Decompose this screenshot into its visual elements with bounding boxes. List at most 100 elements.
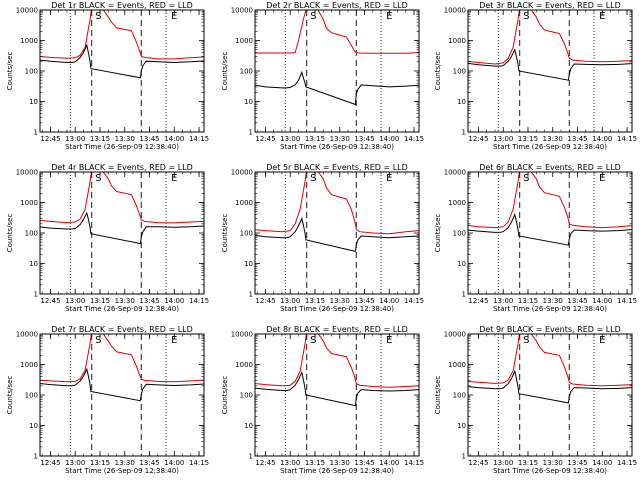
x-tick-label: 13:15: [518, 297, 538, 305]
red-series-line: [40, 334, 204, 383]
x-tick-label: 13:30: [330, 459, 350, 467]
x-tick-label: 14:00: [592, 135, 612, 143]
x-tick-label: 14:15: [617, 459, 637, 467]
red-series-line: [40, 10, 204, 60]
black-series-line: [255, 216, 419, 253]
y-tick-label: 1000: [20, 37, 38, 45]
black-series-line: [40, 211, 204, 245]
y-tick-label: 1: [34, 453, 38, 461]
x-tick-label: 13:00: [280, 297, 300, 305]
x-tick-label: 13:15: [518, 135, 538, 143]
x-tick-label: 13:30: [115, 459, 135, 467]
x-tick-label: 12:45: [255, 135, 275, 143]
chart-title: Det 1r BLACK = Events, RED = LLD: [51, 1, 193, 10]
y-tick-label: 100: [25, 392, 38, 400]
y-tick-label: 10: [29, 422, 38, 430]
red-series-line: [468, 172, 632, 229]
x-tick-label: 13:15: [305, 135, 325, 143]
y-tick-label: 100: [25, 230, 38, 238]
y-tick-label: 10: [29, 260, 38, 268]
y-tick-label: 10: [244, 98, 253, 106]
x-tick-label: 13:45: [567, 297, 587, 305]
marker-e: E: [171, 173, 177, 184]
x-tick-label: 13:45: [354, 135, 374, 143]
x-tick-label: 13:45: [354, 297, 374, 305]
x-axis-label: Start Time (26-Sep-09 12:38:40): [493, 143, 607, 151]
marker-e: E: [386, 11, 392, 22]
marker-e: E: [599, 335, 605, 346]
black-series-line: [40, 43, 204, 79]
x-tick-label: 13:45: [139, 135, 159, 143]
x-tick-label: 14:00: [164, 459, 184, 467]
y-tick-label: 10000: [231, 7, 253, 15]
x-tick-label: 13:00: [493, 459, 513, 467]
x-tick-label: 14:15: [617, 135, 637, 143]
marker-s: S: [95, 173, 101, 184]
y-tick-label: 1: [462, 453, 466, 461]
y-tick-label: 10000: [16, 169, 38, 177]
marker-s: S: [523, 11, 529, 22]
x-axis-label: Start Time (26-Sep-09 12:38:40): [65, 305, 179, 313]
x-tick-label: 12:45: [468, 135, 488, 143]
x-tick-label: 13:45: [139, 297, 159, 305]
marker-s: S: [523, 173, 529, 184]
marker-s: S: [95, 11, 101, 22]
x-tick-label: 13:00: [65, 135, 85, 143]
red-series-line: [468, 10, 632, 65]
x-tick-label: 13:45: [354, 459, 374, 467]
y-tick-label: 1: [462, 291, 466, 299]
marker-s: S: [523, 335, 529, 346]
x-tick-label: 14:00: [164, 135, 184, 143]
chart-title: Det 2r BLACK = Events, RED = LLD: [266, 1, 408, 10]
chart-title: Det 9r BLACK = Events, RED = LLD: [479, 325, 621, 334]
y-axis-label: Counts/sec: [221, 52, 229, 91]
marker-s: S: [310, 11, 316, 22]
x-tick-label: 12:45: [255, 459, 275, 467]
x-tick-label: 13:00: [65, 459, 85, 467]
y-tick-label: 1000: [235, 199, 253, 207]
x-tick-label: 13:15: [518, 459, 538, 467]
x-tick-label: 14:15: [189, 297, 209, 305]
chart-title: Det 7r BLACK = Events, RED = LLD: [51, 325, 193, 334]
y-tick-label: 10000: [444, 169, 466, 177]
marker-s: S: [95, 335, 101, 346]
black-series-line: [468, 213, 632, 246]
y-tick-label: 1000: [235, 361, 253, 369]
x-tick-label: 13:00: [65, 297, 85, 305]
marker-e: E: [599, 11, 605, 22]
marker-e: E: [171, 335, 177, 346]
marker-e: E: [386, 335, 392, 346]
y-tick-label: 1000: [20, 199, 38, 207]
y-tick-label: 10: [29, 98, 38, 106]
chart-title: Det 3r BLACK = Events, RED = LLD: [479, 1, 621, 10]
y-tick-label: 10000: [231, 169, 253, 177]
y-axis-label: Counts/sec: [221, 376, 229, 415]
y-tick-label: 1000: [20, 361, 38, 369]
x-axis-label: Start Time (26-Sep-09 12:38:40): [493, 467, 607, 475]
x-tick-label: 13:30: [543, 459, 563, 467]
chart-title: Det 4r BLACK = Events, RED = LLD: [51, 163, 193, 172]
y-tick-label: 10000: [16, 7, 38, 15]
x-tick-label: 14:00: [164, 297, 184, 305]
x-tick-label: 14:15: [404, 459, 424, 467]
x-tick-label: 12:45: [40, 297, 60, 305]
y-tick-label: 100: [240, 392, 253, 400]
y-tick-label: 100: [453, 392, 466, 400]
y-tick-label: 10000: [16, 331, 38, 339]
x-tick-label: 13:00: [280, 459, 300, 467]
y-axis-label: Counts/sec: [434, 376, 442, 415]
x-tick-label: 12:45: [40, 459, 60, 467]
x-tick-label: 13:45: [567, 135, 587, 143]
x-tick-label: 12:45: [40, 135, 60, 143]
y-tick-label: 100: [25, 68, 38, 76]
y-tick-label: 1: [462, 129, 466, 137]
red-series-line: [255, 172, 419, 235]
